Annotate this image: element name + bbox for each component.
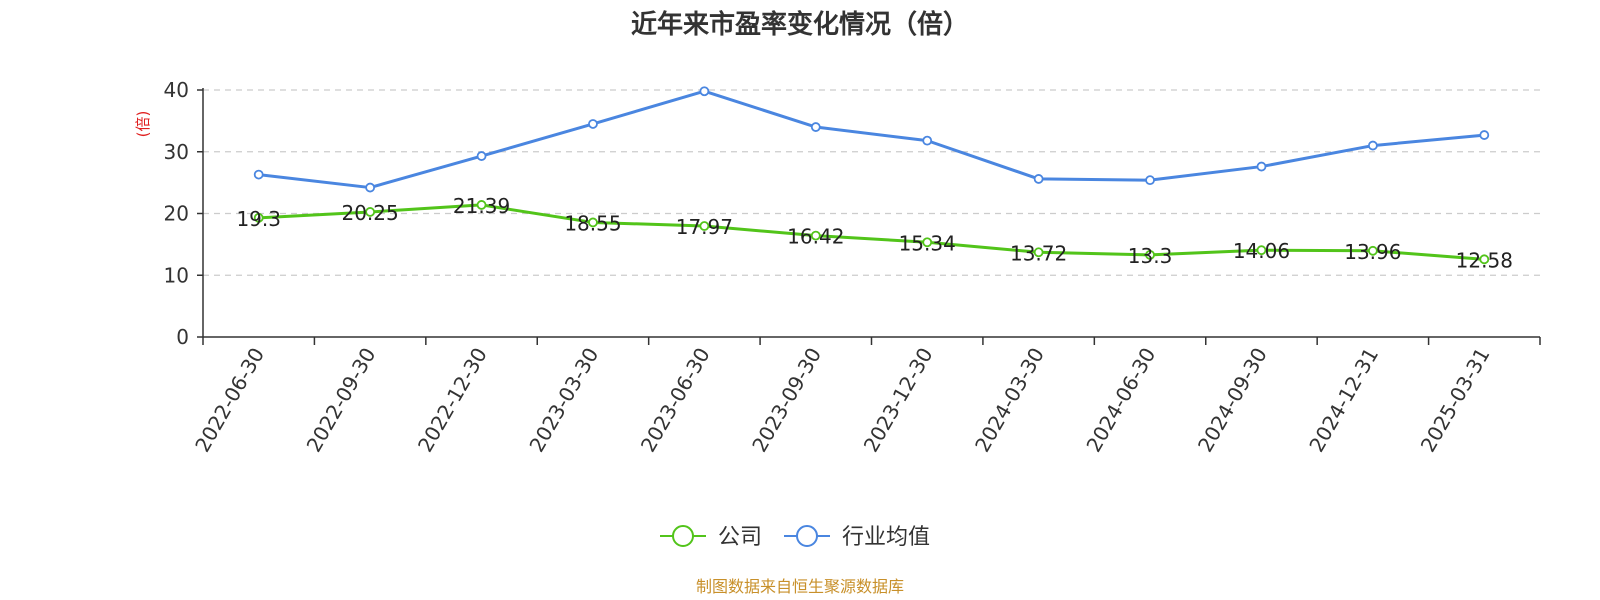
data-point[interactable] [1033, 174, 1044, 184]
data-point[interactable] [476, 151, 487, 161]
data-point[interactable] [1033, 247, 1044, 258]
data-label: 14.06 [1233, 239, 1290, 263]
data-point[interactable] [365, 182, 376, 193]
y-tick-label: 10 [164, 263, 189, 287]
data-point[interactable] [253, 169, 264, 180]
data-label: 13.3 [1128, 244, 1173, 268]
x-tick-label: 2023-12-30 [859, 344, 938, 457]
data-point[interactable] [1367, 245, 1378, 256]
series-line-0 [258, 203, 1485, 261]
data-point[interactable] [1256, 245, 1267, 256]
x-tick-label: 2024-03-30 [970, 344, 1049, 457]
data-point[interactable] [1479, 130, 1490, 140]
legend-label-1[interactable]: 行业均值 [842, 525, 930, 550]
data-point[interactable] [1367, 140, 1378, 151]
data-label: 20.25 [341, 201, 398, 225]
legend-marker-0[interactable] [672, 525, 694, 547]
series-layer [253, 86, 1490, 265]
data-label: 18.55 [564, 211, 621, 235]
series-line-1 [258, 89, 1485, 190]
y-axis-label: (倍) [134, 111, 152, 138]
data-point[interactable] [365, 207, 376, 217]
gridlines [203, 89, 1540, 276]
y-tick-label: 0 [176, 325, 189, 349]
data-label: 19.3 [236, 207, 281, 231]
data-point[interactable] [810, 230, 821, 241]
data-point[interactable] [699, 221, 710, 231]
data-label: 21.39 [453, 194, 510, 218]
data-point[interactable] [588, 217, 598, 228]
data-point[interactable] [1145, 249, 1155, 260]
data-point[interactable] [476, 200, 487, 210]
x-tick-label: 2023-03-30 [524, 344, 603, 457]
legend[interactable]: 公司 行业均值 [660, 525, 930, 550]
data-point[interactable] [253, 212, 264, 223]
y-tick-label: 40 [164, 78, 189, 102]
data-labels: 19.3 20.25 21.39 18.55 17.97 16.42 15.34 13.72 1… [236, 194, 1512, 272]
data-point[interactable] [1145, 175, 1155, 186]
data-point[interactable] [922, 135, 933, 146]
x-tick-label: 2024-12-31 [1304, 344, 1383, 457]
x-tick-label: 2024-09-30 [1193, 344, 1272, 457]
axes: 0 10 20 30 40 2022-06-30 2022-09-30 2022-12-30 2… [164, 78, 1541, 457]
x-tick-label: 2023-09-30 [747, 344, 826, 457]
data-label: 16.42 [787, 225, 844, 249]
legend-label-0[interactable]: 公司 [718, 525, 762, 550]
data-point[interactable] [922, 237, 933, 248]
chart-title: 近年来市盈率变化情况（倍） [631, 9, 969, 40]
data-label: 17.97 [676, 215, 733, 239]
data-point[interactable] [699, 86, 710, 97]
x-tick-label: 2023-06-30 [636, 344, 715, 457]
x-tick-label: 2022-09-30 [302, 344, 381, 457]
x-tick-label: 2025-03-31 [1416, 344, 1495, 457]
data-point[interactable] [588, 119, 598, 129]
y-tick-label: 30 [164, 140, 189, 164]
data-point[interactable] [810, 122, 821, 132]
x-tick-label: 2022-06-30 [190, 344, 269, 457]
data-point[interactable] [1256, 161, 1267, 172]
data-label: 13.96 [1344, 240, 1401, 264]
legend-marker-1[interactable] [796, 525, 818, 547]
y-tick-label: 20 [164, 202, 189, 226]
data-source-note: 制图数据来自恒生聚源数据库 [696, 577, 904, 596]
data-point[interactable] [1479, 254, 1490, 265]
x-tick-label: 2022-12-30 [413, 344, 492, 457]
data-label: 15.34 [899, 231, 956, 255]
data-label: 12.58 [1456, 248, 1513, 272]
data-label: 13.72 [1010, 241, 1067, 265]
x-tick-label: 2024-06-30 [1081, 344, 1160, 457]
